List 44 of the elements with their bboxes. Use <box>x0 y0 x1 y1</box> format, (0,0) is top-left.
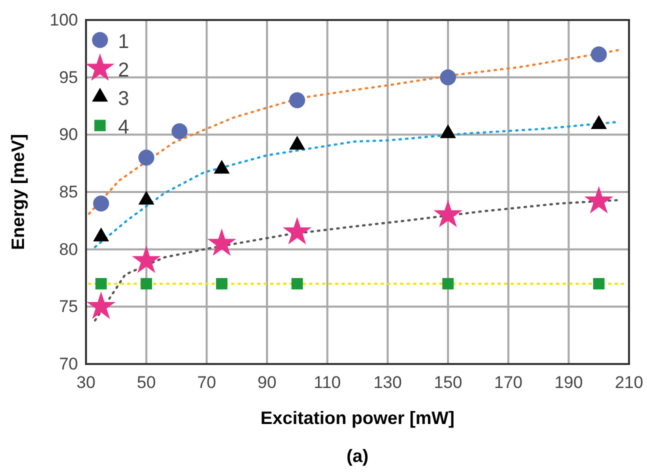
x-tick-label: 70 <box>197 373 216 392</box>
y-tick-label: 80 <box>59 240 78 259</box>
x-tick-label: 30 <box>76 373 96 392</box>
x-tick-label: 110 <box>314 373 341 392</box>
legend-label: 1 <box>118 31 130 53</box>
point <box>140 278 152 290</box>
point <box>440 69 456 86</box>
x-tick-label: 190 <box>554 373 583 392</box>
point <box>442 278 454 290</box>
point <box>172 123 188 140</box>
y-tick-label: 75 <box>59 297 78 316</box>
point <box>434 200 462 228</box>
x-tick-label: 130 <box>373 373 402 392</box>
point <box>291 278 303 290</box>
x-tick-label: 50 <box>136 373 156 392</box>
y-tick-label: 70 <box>59 354 78 374</box>
y-tick-label: 90 <box>59 125 78 144</box>
x-axis-title: Excitation power [mW] <box>260 408 455 428</box>
legend-label: 4 <box>118 116 130 138</box>
x-tick-label: 150 <box>434 373 462 392</box>
point <box>216 278 228 290</box>
x-tick-label: 170 <box>494 373 523 392</box>
point <box>590 46 607 62</box>
point <box>593 278 605 290</box>
text: (a) <box>346 446 369 466</box>
point <box>207 228 236 256</box>
y-tick-label: 95 <box>59 68 78 87</box>
point <box>138 150 154 166</box>
point <box>282 216 312 244</box>
point <box>93 196 110 212</box>
point <box>584 186 614 214</box>
line-series <box>88 48 622 215</box>
point <box>132 246 161 274</box>
x-tick-label: 210 <box>614 373 644 392</box>
legend-label: 3 <box>118 88 130 110</box>
x-tick-label: 90 <box>258 373 276 392</box>
y-tick-label: 100 <box>50 10 78 30</box>
y-tick-label: 85 <box>59 182 78 202</box>
y-axis-title: Energy [meV] <box>8 134 28 250</box>
point <box>289 92 306 108</box>
line-series <box>94 120 618 248</box>
point <box>86 291 116 319</box>
legend-label: 2 <box>118 60 130 82</box>
point <box>95 278 107 290</box>
